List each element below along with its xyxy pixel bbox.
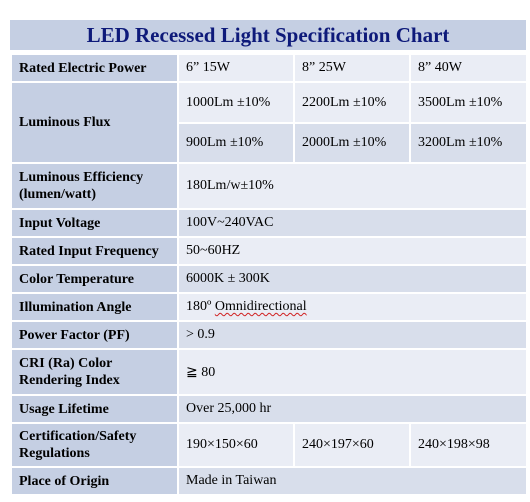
row-efficiency: Luminous Efficiency (lumen/watt) 180Lm/w… [10,162,528,210]
row-cri: CRI (Ra) Color Rendering Index ≧ 80 [10,348,528,396]
row-power-factor: Power Factor (PF) > 0.9 [10,320,528,350]
label-illumination-angle: Illumination Angle [10,292,179,322]
value-cert-3: 240×198×98 [409,422,528,468]
value-usage-lifetime: Over 25,000 hr [177,394,528,424]
row-color-temperature: Color Temperature 6000K ± 300K [10,264,528,294]
value-color-temperature: 6000K ± 300K [177,264,528,294]
row-illumination-angle: Illumination Angle 180º Omnidirectional [10,292,528,322]
label-efficiency: Luminous Efficiency (lumen/watt) [10,162,179,210]
label-color-temperature: Color Temperature [10,264,179,294]
value-flux-a1: 1000Lm ±10% [177,81,295,124]
value-flux-b1: 900Lm ±10% [177,122,295,164]
row-frequency: Rated Input Frequency 50~60HZ [10,236,528,266]
spec-chart: LED Recessed Light Specification Chart R… [10,20,528,496]
label-cri: CRI (Ra) Color Rendering Index [10,348,179,396]
value-flux-b2: 2000Lm ±10% [293,122,411,164]
row-certification: Certification/Safety Regulations 190×150… [10,422,528,468]
label-frequency: Rated Input Frequency [10,236,179,266]
label-input-voltage: Input Voltage [10,208,179,238]
label-luminous-flux: Luminous Flux [10,81,179,164]
row-rated-power: Rated Electric Power 6” 15W 8” 25W 8” 40… [10,53,528,83]
spec-table: Rated Electric Power 6” 15W 8” 25W 8” 40… [10,53,528,496]
value-flux-b3: 3200Lm ±10% [409,122,528,164]
row-luminous-flux-b: 900Lm ±10% 2000Lm ±10% 3200Lm ±10% [11,122,528,164]
value-power-8in-40w: 8” 40W [409,53,528,83]
value-flux-a3: 3500Lm ±10% [409,81,528,124]
angle-omnidirectional: Omnidirectional [214,299,307,314]
row-input-voltage: Input Voltage 100V~240VAC [10,208,528,238]
chart-title: LED Recessed Light Specification Chart [10,20,526,53]
label-usage-lifetime: Usage Lifetime [10,394,179,424]
label-rated-power: Rated Electric Power [10,53,179,83]
label-certification: Certification/Safety Regulations [10,422,179,468]
angle-degrees: 180º [186,299,212,314]
value-cri: ≧ 80 [177,348,528,396]
value-flux-a2: 2200Lm ±10% [293,81,411,124]
row-usage-lifetime: Usage Lifetime Over 25,000 hr [10,394,528,424]
row-luminous-flux-a: Luminous Flux 1000Lm ±10% 2200Lm ±10% 35… [10,81,528,164]
value-illumination-angle: 180º Omnidirectional [177,292,528,322]
value-power-8in-25w: 8” 25W [293,53,411,83]
label-place-of-origin: Place of Origin [10,466,179,496]
value-input-voltage: 100V~240VAC [177,208,528,238]
value-cert-2: 240×197×60 [293,422,411,468]
value-power-factor: > 0.9 [177,320,528,350]
value-power-6in: 6” 15W [177,53,295,83]
label-power-factor: Power Factor (PF) [10,320,179,350]
value-cert-1: 190×150×60 [177,422,295,468]
value-place-of-origin: Made in Taiwan [177,466,528,496]
value-frequency: 50~60HZ [177,236,528,266]
row-place-of-origin: Place of Origin Made in Taiwan [10,466,528,496]
value-efficiency: 180Lm/w±10% [177,162,528,210]
